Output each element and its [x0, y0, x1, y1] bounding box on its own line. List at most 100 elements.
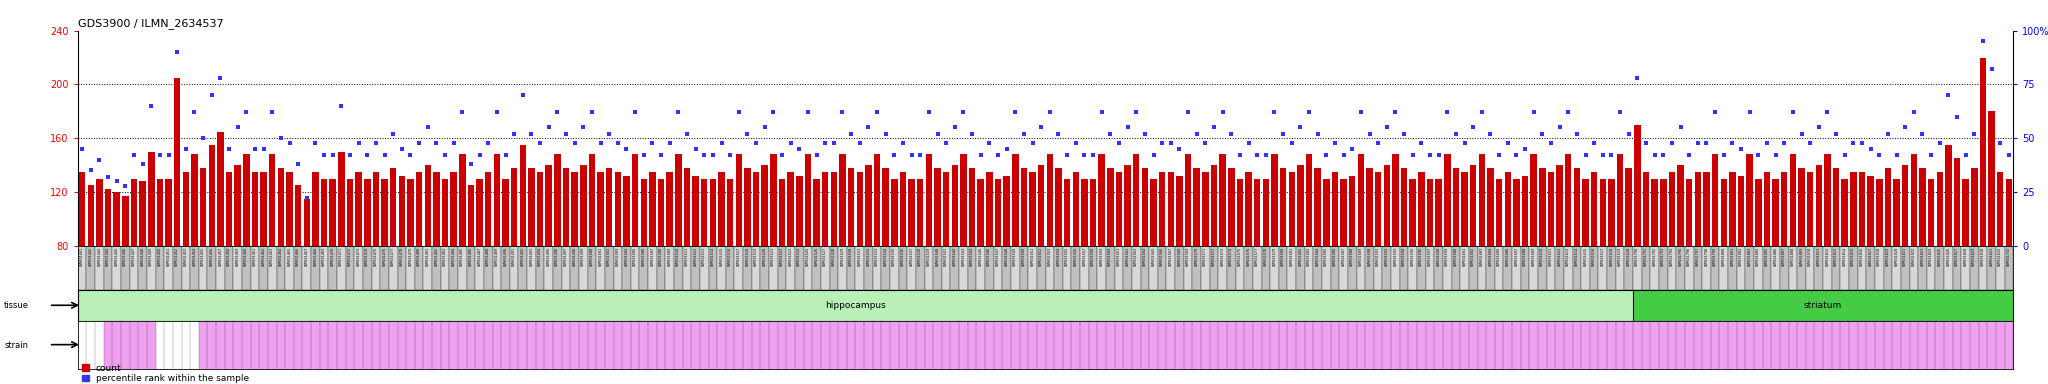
Bar: [1470, 165, 1477, 246]
Bar: [856, 246, 864, 290]
Point: [1491, 139, 1524, 146]
Point: [1180, 131, 1212, 137]
Bar: [596, 246, 604, 290]
Text: GSM651553: GSM651553: [1049, 247, 1053, 266]
Bar: [1114, 246, 1122, 290]
Bar: [1012, 246, 1020, 290]
Bar: [1081, 179, 1087, 246]
Bar: [338, 152, 344, 246]
Bar: [1323, 179, 1329, 246]
Bar: [1739, 176, 1745, 246]
Bar: [104, 189, 111, 246]
Text: GSM651618: GSM651618: [1610, 247, 1614, 266]
Bar: [1495, 179, 1503, 246]
Bar: [113, 192, 121, 246]
Text: GSM651797: GSM651797: [1696, 247, 1700, 266]
Point: [532, 124, 565, 131]
Point: [264, 135, 297, 141]
Point: [1612, 131, 1645, 137]
Point: [991, 146, 1024, 152]
Text: GSM651608: GSM651608: [1524, 247, 1528, 266]
Point: [1311, 152, 1343, 159]
Text: GSM651467: GSM651467: [305, 247, 309, 266]
Point: [1802, 124, 1835, 131]
Text: GSM651531: GSM651531: [858, 247, 862, 266]
Point: [342, 139, 375, 146]
Text: GSM651579: GSM651579: [1272, 247, 1276, 266]
Bar: [553, 246, 561, 290]
Text: GSM651613: GSM651613: [1567, 247, 1571, 266]
Point: [1577, 139, 1610, 146]
Point: [1974, 66, 2007, 73]
Bar: [623, 246, 631, 290]
Bar: [1952, 246, 1962, 290]
Bar: [700, 246, 709, 290]
Point: [213, 146, 246, 152]
Text: GSM651458: GSM651458: [227, 247, 231, 266]
Bar: [1903, 165, 1909, 246]
Text: GSM651799: GSM651799: [1712, 247, 1716, 266]
Point: [248, 146, 281, 152]
Text: GSM651603: GSM651603: [1481, 247, 1485, 266]
Point: [299, 139, 332, 146]
Bar: [1210, 165, 1217, 246]
Bar: [1737, 246, 1745, 290]
Bar: [319, 246, 328, 290]
Text: GSM651451: GSM651451: [166, 247, 170, 266]
Text: GSM651814: GSM651814: [1843, 247, 1847, 266]
Text: GSM651605: GSM651605: [1497, 247, 1501, 266]
Point: [1448, 139, 1481, 146]
Point: [438, 139, 471, 146]
Bar: [416, 172, 422, 246]
Bar: [104, 246, 113, 290]
Bar: [1350, 176, 1356, 246]
Bar: [786, 246, 795, 290]
Text: GSM651829: GSM651829: [1972, 247, 1976, 266]
Point: [1518, 109, 1550, 116]
Bar: [1055, 246, 1063, 290]
Text: GSM651462: GSM651462: [262, 247, 266, 266]
Bar: [1927, 179, 1935, 246]
Bar: [1962, 179, 1968, 246]
Point: [1335, 146, 1368, 152]
Text: GSM651827: GSM651827: [1956, 247, 1960, 266]
Bar: [182, 246, 190, 290]
Bar: [182, 172, 188, 246]
Bar: [1417, 246, 1425, 290]
Bar: [1307, 154, 1313, 246]
Text: GSM651536: GSM651536: [901, 247, 905, 266]
Bar: [1315, 168, 1321, 246]
Bar: [1530, 246, 1538, 290]
Point: [393, 152, 426, 159]
Text: GSM651515: GSM651515: [719, 247, 723, 266]
Bar: [1133, 246, 1141, 290]
Text: GSM651817: GSM651817: [1868, 247, 1872, 266]
Text: GSM651832: GSM651832: [1999, 247, 2003, 266]
Text: GSM651446: GSM651446: [123, 247, 127, 266]
Bar: [1841, 246, 1849, 290]
Bar: [770, 154, 776, 246]
Bar: [190, 154, 199, 246]
Text: GSM651463: GSM651463: [270, 247, 274, 266]
Point: [1421, 152, 1454, 159]
Text: GSM651607: GSM651607: [1513, 247, 1518, 266]
Text: GSM651582: GSM651582: [1298, 247, 1303, 266]
Bar: [588, 154, 596, 246]
Bar: [907, 246, 915, 290]
Text: GSM651524: GSM651524: [797, 247, 801, 266]
Bar: [993, 246, 1001, 290]
Bar: [1980, 58, 1987, 246]
Text: GSM651581: GSM651581: [1290, 247, 1294, 266]
Legend: count, percentile rank within the sample: count, percentile rank within the sample: [82, 364, 250, 383]
Bar: [969, 168, 975, 246]
Text: GSM651830: GSM651830: [1980, 247, 1985, 266]
Text: GSM651584: GSM651584: [1315, 247, 1319, 266]
Bar: [467, 246, 475, 290]
Bar: [408, 179, 414, 246]
Point: [1681, 139, 1714, 146]
Text: GSM651575: GSM651575: [1237, 247, 1241, 266]
Bar: [719, 172, 725, 246]
Bar: [909, 179, 915, 246]
Text: GSM651526: GSM651526: [815, 247, 819, 266]
Bar: [2005, 179, 2011, 246]
